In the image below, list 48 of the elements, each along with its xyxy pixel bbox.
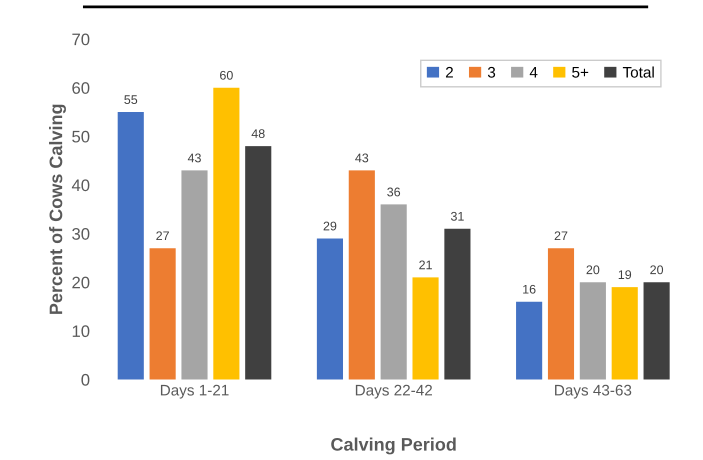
data-label: 48 [252,129,265,138]
bar [380,204,407,380]
bar [181,170,208,380]
data-label: 55 [124,95,138,104]
data-label: 21 [419,260,432,270]
bar [348,170,375,380]
bar [412,277,439,380]
bar [612,287,638,380]
bar [516,302,542,380]
legend-label: 4 [530,67,538,78]
data-label: 20 [586,265,600,274]
data-label: 27 [554,231,568,240]
bar [245,146,272,380]
x-axis-title: Calving Period [331,437,456,454]
y-axis-title: Percent of Cows Calving [49,104,66,314]
x-tick-label: Days 1-21 [160,384,229,399]
y-tick-label: 70 [72,34,90,46]
legend-label: 2 [446,66,453,78]
bar [213,88,240,380]
y-tick-label: 0 [81,374,90,386]
data-label: 43 [355,154,368,162]
bar [118,112,144,380]
data-label: 60 [220,70,233,80]
legend-label: 3 [488,66,496,78]
data-label: 19 [618,270,632,280]
data-label: 31 [450,212,464,221]
legend-label: Total [622,66,654,78]
x-tick-label: Days 22-42 [356,384,432,399]
y-tick-label: 20 [72,276,90,288]
bar [548,248,574,380]
data-label: 36 [387,188,400,196]
data-label: 20 [650,265,664,274]
y-tick-label: 10 [72,325,90,338]
data-label: 16 [523,284,536,294]
legend-label: 5+ [572,67,588,78]
y-tick-label: 30 [72,228,90,240]
bar [580,282,606,380]
data-label: 27 [156,231,169,240]
y-tick-label: 40 [72,179,90,192]
data-label: 43 [188,154,201,162]
data-label: 29 [324,222,336,230]
y-tick-label: 50 [72,130,90,143]
bar [150,248,176,380]
bar [444,228,470,380]
bar [316,238,344,380]
bar [644,282,670,380]
y-tick-label: 60 [72,82,90,94]
x-tick-label: Days 43-63 [555,384,632,399]
